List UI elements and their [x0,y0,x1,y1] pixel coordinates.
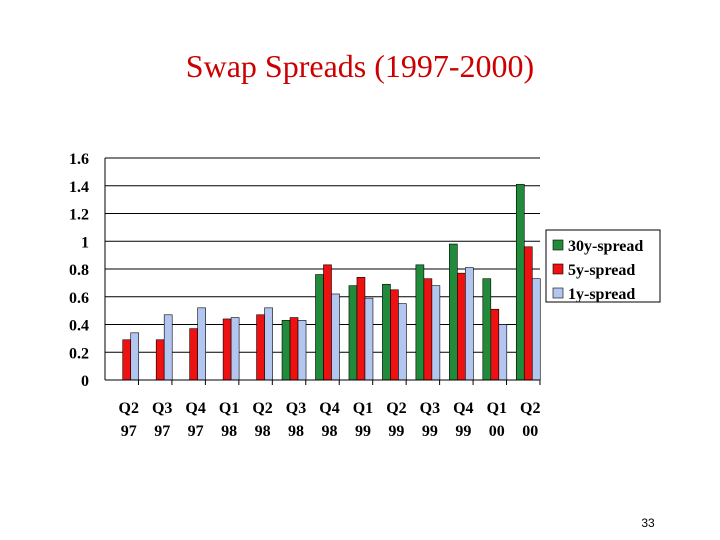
bar-1y-spread [197,307,206,381]
bar-1y-spread [465,267,474,381]
x-tick-label-quarter: Q2 [520,400,540,417]
bar-5y-spread [356,277,366,381]
x-tick-label-year: 97 [154,423,170,440]
bar-1y-spread [431,285,441,381]
x-tick-label-quarter: Q3 [420,400,440,417]
y-tick-label: 1 [81,234,89,251]
bar-30y-spread [315,274,324,381]
x-tick-label-year: 98 [288,423,304,440]
x-tick-label-quarter: Q4 [185,400,205,417]
x-tick-label-quarter: Q1 [219,400,239,417]
bar-5y-spread [457,272,466,381]
bar-5y-spread [222,318,232,381]
y-tick-label: 0.4 [69,318,89,335]
bar-1y-spread [398,303,407,381]
bar-30y-spread [415,264,425,381]
bar-5y-spread [189,328,198,381]
x-tick-label-year: 97 [188,423,204,440]
bar-1y-spread [498,324,508,381]
bar-5y-spread [155,339,165,381]
x-tick-label-quarter: Q1 [353,400,373,417]
y-tick-label: 1.2 [69,207,89,224]
x-tick-label-quarter: Q3 [152,400,172,417]
legend-label-1y-spread: 1y-spread [568,286,635,303]
bar-5y-spread [390,289,399,381]
x-tick-label-year: 98 [322,423,338,440]
legend-swatch-5y-spread [552,263,564,275]
x-tick-label-quarter: Q1 [487,400,507,417]
x-tick-label-year: 98 [221,423,237,440]
chart-title: Swap Spreads (1997-2000) [185,48,535,84]
axis-layer [104,158,541,385]
legend-label-30y-spread: 30y-spread [568,238,643,255]
x-tick-label-year: 98 [255,423,271,440]
bar-5y-spread [323,264,332,381]
x-tick-label-quarter: Q2 [386,400,406,417]
bar-30y-spread [449,243,458,381]
x-tick-label-year: 99 [455,423,471,440]
x-tick-label-year: 00 [522,423,538,440]
x-tick-label-quarter: Q4 [319,400,339,417]
labels-layer: 0 0.2 0.4 0.6 0.8 1 1.2 1.4 1.6 Q2 97 Q3 97 Q4 97 Q1 98 Q… [69,151,540,440]
bar-5y-spread [423,278,433,381]
x-tick-label-quarter: Q3 [286,400,306,417]
x-tick-label-year: 99 [422,423,438,440]
x-tick-label-quarter: Q2 [252,400,272,417]
legend-swatch-1y-spread [552,287,564,299]
bar-1y-spread [297,320,307,381]
bar-5y-spread [523,246,533,381]
bar-5y-spread [490,308,500,381]
bar-5y-spread [122,339,132,381]
bar-30y-spread [515,184,525,381]
y-tick-label: 0.6 [69,290,89,307]
legend-box [545,229,661,303]
bar-1y-spread [163,314,173,381]
y-tick-label: 1.6 [69,151,89,168]
legend-label-5y-spread: 5y-spread [568,262,635,279]
legend-layer: 30y-spread 5y-spread 1y-spread [545,229,661,303]
y-tick-label: 1.4 [69,179,89,196]
y-tick-label: 0 [81,373,89,390]
x-tick-label-quarter: Q2 [119,400,139,417]
legend-swatch-30y-spread [552,239,564,251]
page-number: 33 [641,516,655,530]
bar-30y-spread [382,283,391,381]
bar-1y-spread [230,317,240,381]
bar-30y-spread [348,285,358,381]
bar-30y-spread [482,278,492,381]
bar-5y-spread [256,314,265,381]
bar-5y-spread [289,317,299,381]
x-tick-label-year: 00 [489,423,505,440]
bar-1y-spread [531,278,541,381]
y-tick-label: 0.8 [69,262,89,279]
bar-1y-spread [264,307,273,381]
y-tick-label: 0.2 [69,345,89,362]
bars-layer [122,184,541,381]
bar-30y-spread [281,320,291,381]
x-tick-label-year: 99 [355,423,371,440]
bar-1y-spread [331,293,340,381]
x-tick-label-quarter: Q4 [453,400,473,417]
x-tick-label-year: 97 [121,423,137,440]
bar-1y-spread [130,332,140,381]
x-tick-label-year: 99 [388,423,404,440]
bar-1y-spread [364,297,374,381]
